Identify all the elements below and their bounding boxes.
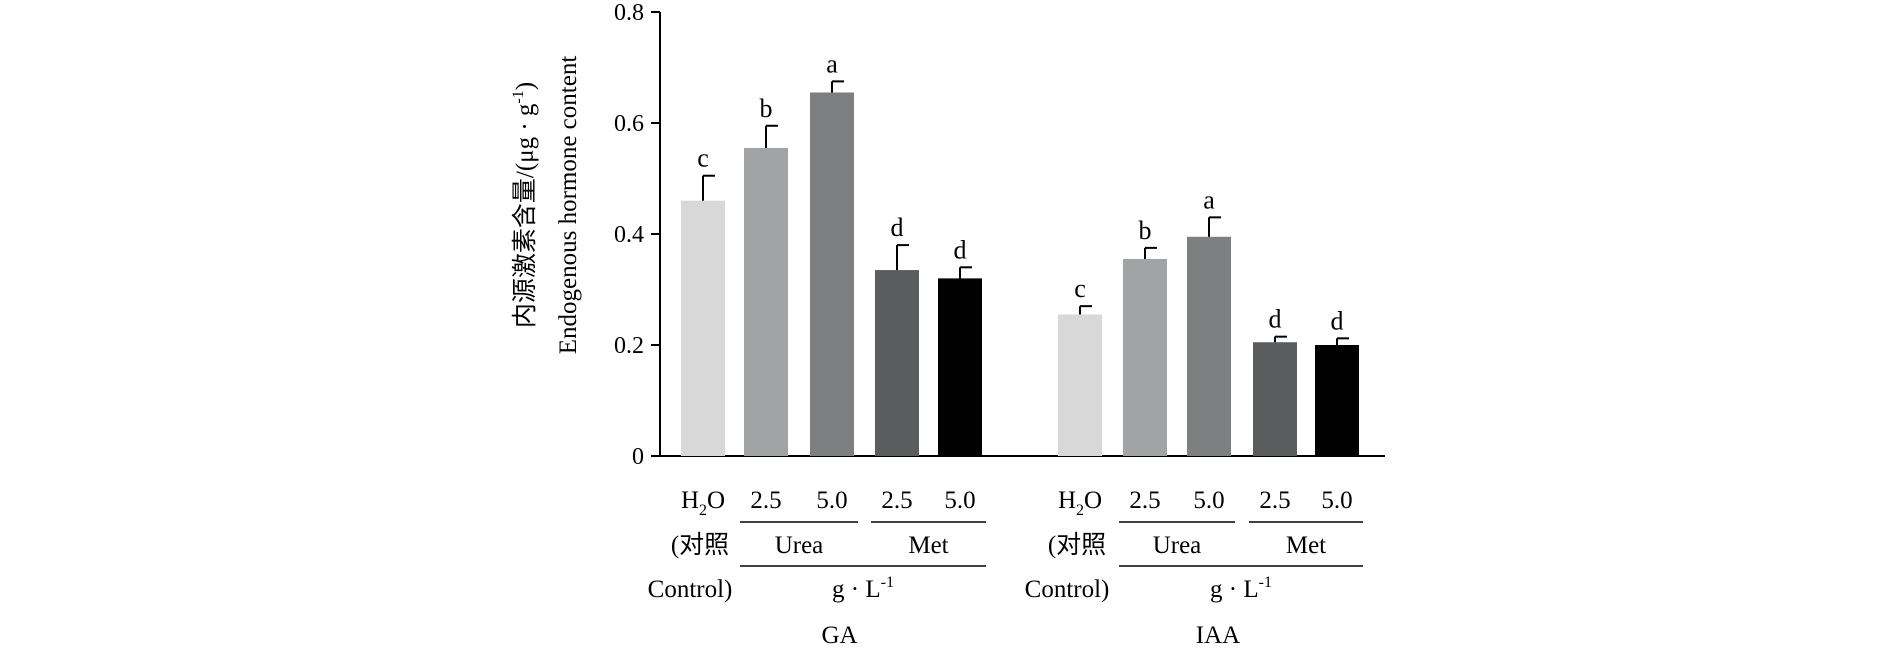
- y-axis-title-close: ): [512, 82, 539, 90]
- category-label: 2.5: [1129, 487, 1160, 514]
- category-label-h2o: H2O: [1058, 487, 1102, 519]
- significance-letter: b: [760, 94, 773, 123]
- significance-letter: c: [1074, 274, 1086, 303]
- treatment-group-label: Met: [908, 532, 948, 559]
- significance-letter: a: [826, 49, 838, 78]
- category-label: 2.5: [750, 487, 781, 514]
- y-tick-label: 0.2: [614, 333, 644, 359]
- bar: [810, 92, 854, 456]
- significance-letter: c: [697, 144, 709, 173]
- y-tick-label: 0.4: [614, 222, 644, 248]
- y-tick-label: 0.6: [614, 111, 644, 137]
- bar: [681, 200, 725, 456]
- bar: [938, 278, 982, 456]
- y-tick-label: 0.8: [614, 0, 644, 26]
- unit-label: g · L-1: [832, 574, 894, 603]
- significance-letter: d: [891, 213, 904, 242]
- bar: [1315, 345, 1359, 456]
- bar: [1058, 314, 1102, 456]
- unit-label: g · L-1: [1210, 574, 1272, 603]
- significance-letter: b: [1139, 216, 1152, 245]
- category-label: 2.5: [881, 487, 912, 514]
- control-label-line3: Control): [648, 576, 733, 603]
- bar: [1123, 258, 1167, 456]
- y-axis-title-zh: 内源激素含量/(μg · g-1): [510, 82, 539, 328]
- control-label-line2: (对照: [1048, 531, 1106, 559]
- significance-letter: a: [1203, 185, 1215, 214]
- group-label: IAA: [1196, 622, 1240, 649]
- significance-letter: d: [1269, 305, 1282, 334]
- significance-letter: d: [1331, 306, 1344, 335]
- chart-marks: 0 0.2 0.4 0.6 0.8 c b a d d c b a d d H2O 2.5 5.0 2.5 5.0 (对…: [614, 0, 1385, 649]
- treatment-group-label: Urea: [775, 532, 824, 559]
- category-label: 5.0: [1193, 487, 1224, 514]
- treatment-group-label: Urea: [1153, 532, 1202, 559]
- category-label-h2o: H2O: [681, 487, 725, 519]
- category-label: 5.0: [1321, 487, 1352, 514]
- category-label: 5.0: [816, 487, 847, 514]
- bar: [1187, 236, 1231, 456]
- category-label: 2.5: [1259, 487, 1290, 514]
- treatment-group-label: Met: [1286, 532, 1326, 559]
- y-tick-label: 0: [632, 444, 644, 470]
- category-label: 5.0: [944, 487, 975, 514]
- bar: [875, 270, 919, 456]
- significance-letter: d: [954, 235, 967, 264]
- y-axis-title-en: Endogenous hormone content: [555, 56, 582, 355]
- control-label-line2: (对照: [671, 531, 729, 559]
- group-label: GA: [821, 622, 857, 649]
- control-label-line3: Control): [1025, 576, 1110, 603]
- bar: [1253, 342, 1297, 456]
- y-axis-title-sup: -1: [510, 90, 527, 103]
- bar: [744, 147, 788, 456]
